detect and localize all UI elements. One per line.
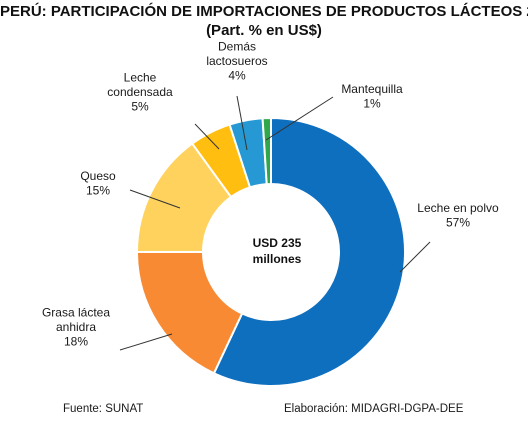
center-label: millones — [253, 252, 302, 266]
slice-value-label-0: 57% — [446, 215, 470, 229]
slice-value-label-2: 15% — [86, 183, 110, 197]
slice-label-0: Leche en polvo — [417, 201, 499, 215]
slice-label-1: anhidra — [56, 320, 96, 334]
slice-value-label-5: 1% — [363, 96, 381, 110]
slice-label-4: Demás — [218, 40, 256, 54]
slice-0 — [212, 116, 406, 387]
slice-5 — [261, 116, 272, 186]
slice-value-label-1: 18% — [64, 335, 88, 349]
leader-line-1 — [119, 333, 173, 351]
slice-value-label-4: 4% — [228, 69, 246, 83]
slice-label-1: Grasa láctea — [42, 306, 110, 320]
leader-line-4 — [236, 95, 248, 151]
slice-label-3: Leche — [124, 71, 157, 85]
chart-subtitle: (Part. % en US$) — [206, 22, 322, 39]
source-note: Fuente: SUNAT — [63, 403, 144, 415]
leader-line-0 — [399, 241, 431, 273]
center-label: USD 235 — [253, 236, 302, 250]
slice-label-5: Mantequilla — [341, 82, 403, 96]
slice-label-2: Queso — [80, 169, 116, 183]
slice-label-4: lactosueros — [206, 54, 267, 68]
leader-line-2 — [129, 189, 181, 209]
chart-title: PERÚ: PARTICIPACIÓN DE IMPORTACIONES DE … — [0, 3, 528, 20]
credit-note: Elaboración: MIDAGRI-DGPA-DEE — [284, 403, 464, 415]
slice-value-label-3: 5% — [131, 100, 149, 114]
slice-label-3: condensada — [107, 85, 173, 99]
leader-line-3 — [194, 123, 220, 150]
leader-line-5 — [265, 96, 334, 141]
